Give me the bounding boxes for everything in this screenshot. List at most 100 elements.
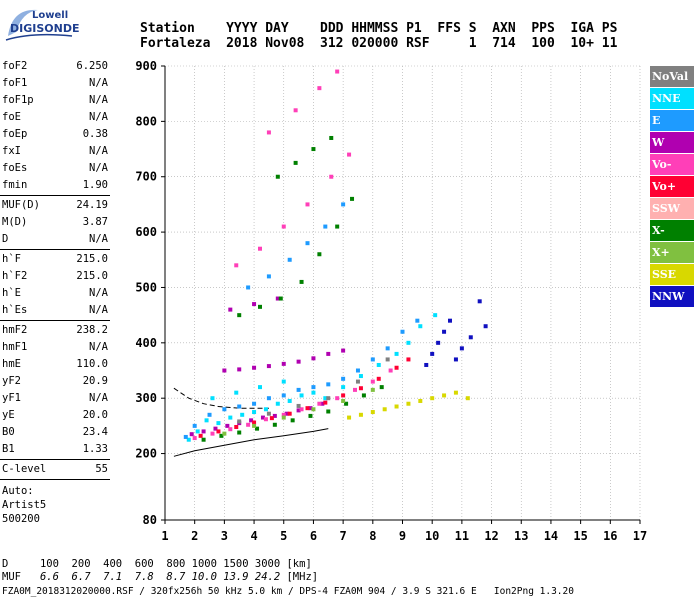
point-e xyxy=(341,376,346,381)
param-row-yf2: yF2 20.9 xyxy=(0,373,112,390)
param-row-ye: yE 20.0 xyxy=(0,407,112,424)
point-vo xyxy=(293,108,298,113)
param-key: foE xyxy=(2,111,21,123)
y-tick-label: 500 xyxy=(135,280,157,294)
point-w xyxy=(326,351,331,356)
point-x xyxy=(326,409,331,414)
param-row-fmin: fmin 1.90 xyxy=(0,177,112,194)
param-row-clevel: C-level 55 xyxy=(0,461,112,478)
point-w xyxy=(201,429,206,434)
point-e xyxy=(323,224,328,229)
point-w xyxy=(275,296,280,301)
point-w xyxy=(249,418,254,423)
point-w xyxy=(320,401,325,406)
point-vo xyxy=(228,427,233,432)
x-tick-label: 2 xyxy=(191,529,198,543)
point-x xyxy=(317,252,322,257)
x-tick-label: 17 xyxy=(633,529,647,543)
point-sse xyxy=(347,415,352,420)
point-e xyxy=(415,318,420,323)
param-value: 215.0 xyxy=(76,270,108,282)
point-nne xyxy=(258,385,262,390)
point-vo xyxy=(323,400,328,405)
muf-values: 6.6 6.7 7.1 7.8 8.7 10.0 13.9 24.2 xyxy=(39,571,281,583)
point-e xyxy=(237,404,242,409)
param-value: N/A xyxy=(89,77,108,89)
point-vo xyxy=(234,263,239,268)
point-w xyxy=(284,411,289,416)
point-vo xyxy=(335,396,340,401)
point-nne xyxy=(195,429,200,434)
param-key: hmE xyxy=(2,358,21,370)
point-w xyxy=(213,426,218,431)
param-row-b1: B1 1.33 xyxy=(0,441,112,458)
point-nne xyxy=(433,313,438,318)
param-row-hmf1: hmF1 N/A xyxy=(0,339,112,356)
point-sse xyxy=(430,396,435,401)
param-group-virtual-heights: h`F 215.0 h`F2 215.0 h`E N/A h`Es N/A xyxy=(0,251,112,319)
y-tick-label: 700 xyxy=(135,170,157,184)
param-key: B1 xyxy=(2,443,15,455)
point-x xyxy=(329,135,334,140)
param-value: N/A xyxy=(89,304,108,316)
separator xyxy=(0,249,110,250)
param-key: foEp xyxy=(2,128,28,140)
point-x xyxy=(299,279,304,284)
point-x xyxy=(311,147,316,152)
y-tick-label: 200 xyxy=(135,447,157,461)
point-e xyxy=(370,357,375,362)
x-tick-label: 4 xyxy=(250,529,257,543)
point-nnw xyxy=(468,335,473,340)
param-row-hme: hmE 110.0 xyxy=(0,356,112,373)
point-w xyxy=(341,348,346,353)
auto-label: Auto: xyxy=(2,485,34,497)
point-w xyxy=(228,307,233,312)
point-x xyxy=(252,423,257,428)
point-w xyxy=(237,367,242,372)
point-vo xyxy=(287,411,292,416)
point-sse xyxy=(382,407,387,412)
point-w xyxy=(252,365,257,370)
point-x xyxy=(311,407,316,412)
param-value: 23.4 xyxy=(82,426,108,438)
footer-file-info: FZA0M_2018312020000.RSF / 320fx256h 50 k… xyxy=(2,586,574,597)
param-value: 1.33 xyxy=(82,443,108,455)
param-value: N/A xyxy=(89,287,108,299)
param-value: 3.87 xyxy=(82,216,108,228)
point-sse xyxy=(465,396,470,401)
param-key: foF1p xyxy=(2,94,34,106)
y-tick-label: 300 xyxy=(135,391,157,405)
point-x xyxy=(370,387,375,392)
legend-item-sse: SSE xyxy=(650,264,694,285)
ionogram-chart: 1 2 3 4 5 6 7 8 9 10 11 12 13 14 15 16 17802003004005006… xyxy=(135,59,647,543)
point-nnw xyxy=(436,340,441,345)
point-nnw xyxy=(430,351,435,356)
point-e xyxy=(183,434,188,439)
point-vo xyxy=(198,433,203,438)
param-value: 6.250 xyxy=(76,60,108,72)
point-nne xyxy=(418,324,423,329)
y-tick-label: 900 xyxy=(135,59,157,73)
legend-item-x: X+ xyxy=(650,242,694,263)
param-row-hes: h`Es N/A xyxy=(0,302,112,319)
separator xyxy=(0,195,110,196)
x-tick-label: 12 xyxy=(484,529,498,543)
auto-version: 500200 xyxy=(2,513,40,525)
param-value: N/A xyxy=(89,341,108,353)
point-e xyxy=(355,368,360,373)
curve-profile-dashed xyxy=(173,387,269,409)
point-w xyxy=(225,423,230,428)
param-row-md: M(D) 3.87 xyxy=(0,214,112,231)
x-tick-label: 8 xyxy=(369,529,376,543)
header-labels: Station YYYY DAY DDD HHMMSS P1 FFS S AXN… xyxy=(140,21,618,36)
point-x xyxy=(379,385,384,390)
x-tick-label: 10 xyxy=(425,529,439,543)
point-x xyxy=(219,433,224,438)
point-vo xyxy=(281,412,286,417)
point-noval xyxy=(266,411,271,416)
point-nnw xyxy=(477,299,482,304)
footer-muf-row: MUF 6.6 6.7 7.1 7.8 8.7 10.0 13.9 24.2 [… xyxy=(2,571,318,583)
point-w xyxy=(281,361,286,366)
param-value: 215.0 xyxy=(76,253,108,265)
x-tick-label: 11 xyxy=(455,529,469,543)
